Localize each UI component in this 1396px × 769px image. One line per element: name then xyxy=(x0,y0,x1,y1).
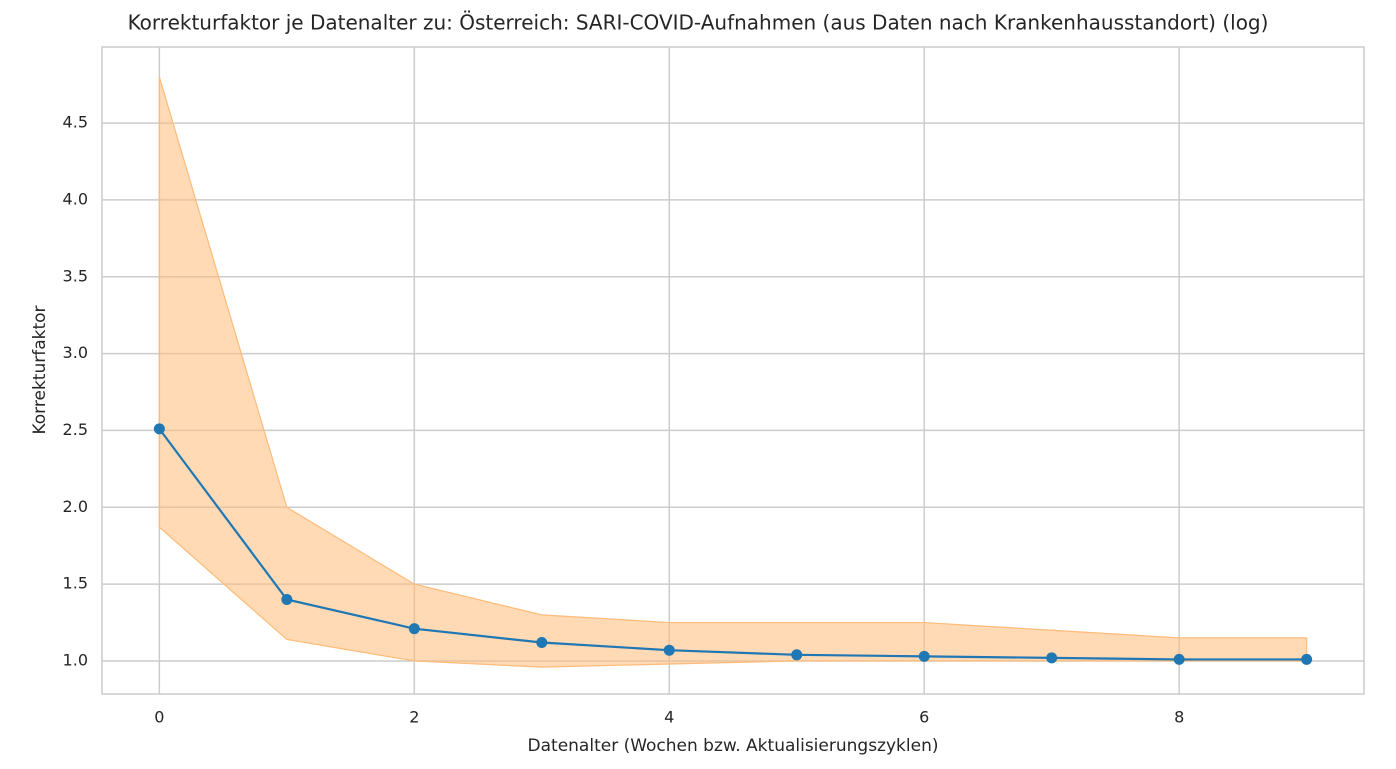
y-tick-label: 4.5 xyxy=(63,113,88,132)
x-tick-label: 2 xyxy=(409,708,419,727)
point xyxy=(663,644,675,656)
point xyxy=(153,423,165,435)
point xyxy=(281,593,293,605)
point xyxy=(918,650,930,662)
y-axis-label: Korrekturfaktor xyxy=(30,305,50,434)
y-tick-label: 4.0 xyxy=(63,189,88,208)
y-tick-label: 3.5 xyxy=(63,266,88,285)
confidence-band xyxy=(158,76,1308,668)
plot-frame xyxy=(101,46,1365,695)
point xyxy=(408,623,420,635)
x-tick-label: 6 xyxy=(919,708,929,727)
point xyxy=(791,649,803,661)
line xyxy=(158,428,1307,661)
y-tick-label: 1.0 xyxy=(63,650,88,669)
chart-title: Korrekturfaktor je Datenalter zu: Österr… xyxy=(128,11,1269,35)
point xyxy=(1046,652,1058,664)
y-tick-label: 3.0 xyxy=(63,343,88,362)
x-axis-label: Datenalter (Wochen bzw. Aktualisierungsz… xyxy=(528,736,939,756)
point xyxy=(1173,653,1185,665)
x-tick-label: 0 xyxy=(154,708,164,727)
y-tick-label: 2.5 xyxy=(63,420,88,439)
x-tick-label: 8 xyxy=(1174,708,1184,727)
y-tick-label: 2.0 xyxy=(63,497,88,516)
point xyxy=(1301,653,1313,665)
y-tick-label: 1.5 xyxy=(63,574,88,593)
x-tick-label: 4 xyxy=(664,708,674,727)
point xyxy=(536,637,548,649)
